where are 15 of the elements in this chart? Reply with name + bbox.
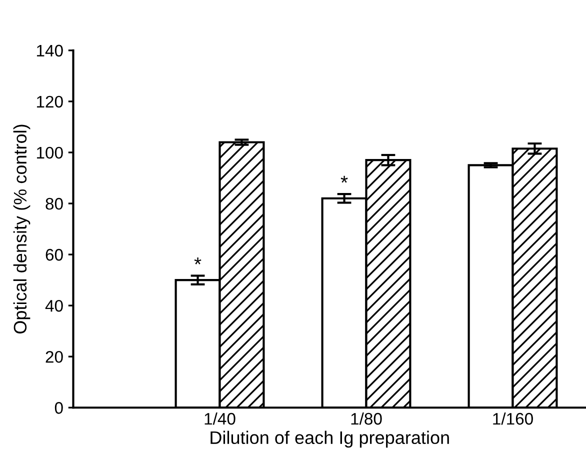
y-tick-label: 60 — [46, 248, 63, 261]
y-tick-label: 0 — [54, 402, 63, 414]
y-tick-label: 80 — [46, 198, 63, 210]
y-tick-label: 100 — [36, 146, 63, 159]
x-tick-label: 1/40 — [204, 412, 236, 425]
annotation: * — [194, 258, 202, 264]
y-tick-label: 40 — [45, 300, 63, 312]
y-axis-title: Optical density (% control) — [13, 124, 30, 334]
y-tick-label: 140 — [36, 44, 63, 57]
x-tick-label: 1/80 — [351, 412, 382, 425]
y-tick-label: 20 — [46, 350, 63, 363]
y-tick-label: 120 — [36, 96, 63, 108]
annotation: * — [340, 176, 348, 183]
x-tick-label: 1/160 — [493, 412, 533, 425]
x-axis-title: Dilution of each Ig preparation — [210, 430, 449, 448]
